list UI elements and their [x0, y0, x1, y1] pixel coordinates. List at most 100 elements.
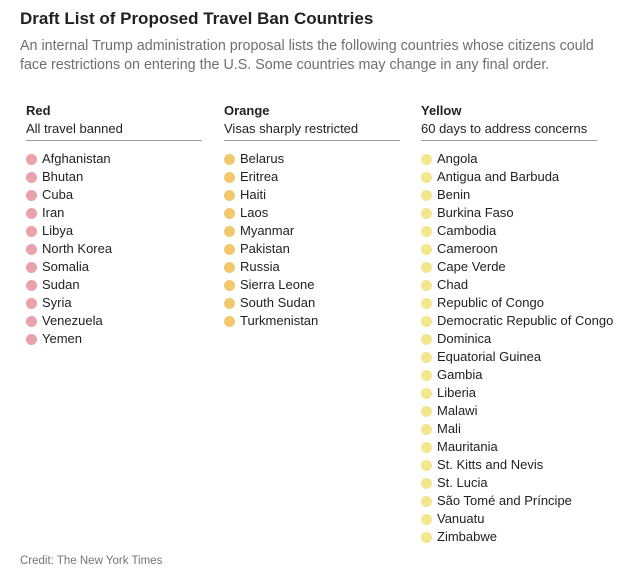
list-item: Equatorial Guinea: [421, 348, 613, 366]
list-item: Bhutan: [26, 168, 202, 186]
country-name: Somalia: [42, 259, 89, 274]
bullet-dot-icon: [421, 153, 432, 165]
list-item: Republic of Congo: [421, 294, 613, 312]
list-item: North Korea: [26, 240, 202, 258]
bullet-dot-icon: [224, 243, 235, 255]
bullet-dot-icon: [26, 261, 37, 273]
bullet-dot-icon: [26, 171, 37, 183]
country-name: Bhutan: [42, 169, 84, 184]
list-item: Burkina Faso: [421, 204, 613, 222]
country-name: Eritrea: [240, 169, 279, 184]
list-item: Malawi: [421, 402, 613, 420]
country-name: Haiti: [240, 187, 267, 202]
country-name: Belarus: [240, 151, 285, 166]
list-item: St. Kitts and Nevis: [421, 456, 613, 474]
column-description: Visas sharply restricted: [224, 121, 359, 136]
country-name: Chad: [437, 277, 469, 292]
country-name: Sudan: [42, 277, 80, 292]
country-name: Gambia: [437, 367, 483, 382]
bullet-dot-icon: [421, 315, 432, 327]
country-name: Equatorial Guinea: [437, 349, 542, 364]
list-item: Mali: [421, 420, 613, 438]
bullet-dot-icon: [26, 243, 37, 255]
list-item: Myanmar: [224, 222, 400, 240]
country-name: Cuba: [42, 187, 74, 202]
column-header: Yellow 60 days to address concerns: [421, 103, 597, 141]
bullet-dot-icon: [26, 225, 37, 237]
bullet-dot-icon: [421, 207, 432, 219]
column-description: All travel banned: [26, 121, 123, 136]
bullet-dot-icon: [26, 189, 37, 201]
list-item: Benin: [421, 186, 613, 204]
list-item: Zimbabwe: [421, 528, 613, 546]
column-orange: Orange Visas sharply restricted Belarus E…: [224, 103, 400, 330]
bullet-dot-icon: [224, 189, 235, 201]
column-red: Red All travel banned Afghanistan Bhutan C…: [26, 103, 202, 348]
bullet-dot-icon: [421, 441, 432, 453]
list-item: South Sudan: [224, 294, 400, 312]
bullet-dot-icon: [421, 531, 432, 543]
list-item: Libya: [26, 222, 202, 240]
country-name: St. Lucia: [437, 475, 488, 490]
country-name: Russia: [240, 259, 280, 274]
country-name: Laos: [240, 205, 269, 220]
list-item: Laos: [224, 204, 400, 222]
column-name: Orange: [224, 103, 270, 118]
list-item: Cuba: [26, 186, 202, 204]
country-name: Yemen: [42, 331, 82, 346]
column-yellow: Yellow 60 days to address concerns Angol…: [421, 103, 613, 546]
bullet-dot-icon: [421, 171, 432, 183]
country-name: Angola: [437, 151, 478, 166]
country-name: Cameroon: [437, 241, 498, 256]
country-name: Afghanistan: [42, 151, 111, 166]
country-list: Angola Antigua and Barbuda Benin Burkina Fa…: [421, 150, 613, 546]
list-item: St. Lucia: [421, 474, 613, 492]
country-name: North Korea: [42, 241, 113, 256]
list-item: Turkmenistan: [224, 312, 400, 330]
bullet-dot-icon: [224, 153, 235, 165]
country-name: Vanuatu: [437, 511, 485, 526]
bullet-dot-icon: [26, 315, 37, 327]
bullet-dot-icon: [421, 423, 432, 435]
country-name: Myanmar: [240, 223, 295, 238]
page-subtitle: An internal Trump administration proposa…: [20, 38, 594, 73]
country-name: Turkmenistan: [240, 313, 319, 328]
credit-line: Credit: The New York Times: [20, 555, 163, 567]
bullet-dot-icon: [421, 405, 432, 417]
country-name: Malawi: [437, 403, 478, 418]
bullet-dot-icon: [26, 333, 37, 345]
list-item: Cameroon: [421, 240, 613, 258]
bullet-dot-icon: [421, 261, 432, 273]
bullet-dot-icon: [421, 243, 432, 255]
list-item: Liberia: [421, 384, 613, 402]
bullet-dot-icon: [26, 207, 37, 219]
list-item: Haiti: [224, 186, 400, 204]
bullet-dot-icon: [224, 297, 235, 309]
country-name: São Tomé and Príncipe: [437, 493, 572, 508]
list-item: Democratic Republic of Congo: [421, 312, 613, 330]
list-item: Sierra Leone: [224, 276, 400, 294]
country-name: Burkina Faso: [437, 205, 514, 220]
page-title: Draft List of Proposed Travel Ban Countr…: [20, 9, 374, 28]
bullet-dot-icon: [224, 261, 235, 273]
list-item: Afghanistan: [26, 150, 202, 168]
list-item: Angola: [421, 150, 613, 168]
bullet-dot-icon: [421, 189, 432, 201]
list-item: Belarus: [224, 150, 400, 168]
country-name: Venezuela: [42, 313, 103, 328]
country-name: Syria: [42, 295, 72, 310]
column-name: Red: [26, 103, 51, 118]
country-name: Mali: [437, 421, 461, 436]
country-name: Antigua and Barbuda: [437, 169, 560, 184]
bullet-dot-icon: [26, 297, 37, 309]
list-item: Chad: [421, 276, 613, 294]
column-header: Orange Visas sharply restricted: [224, 103, 400, 141]
bullet-dot-icon: [26, 153, 37, 165]
country-name: Sierra Leone: [240, 277, 315, 292]
country-name: Pakistan: [240, 241, 290, 256]
column-header: Red All travel banned: [26, 103, 202, 141]
column-name: Yellow: [421, 103, 462, 118]
bullet-dot-icon: [224, 225, 235, 237]
list-item: Dominica: [421, 330, 613, 348]
bullet-dot-icon: [421, 387, 432, 399]
